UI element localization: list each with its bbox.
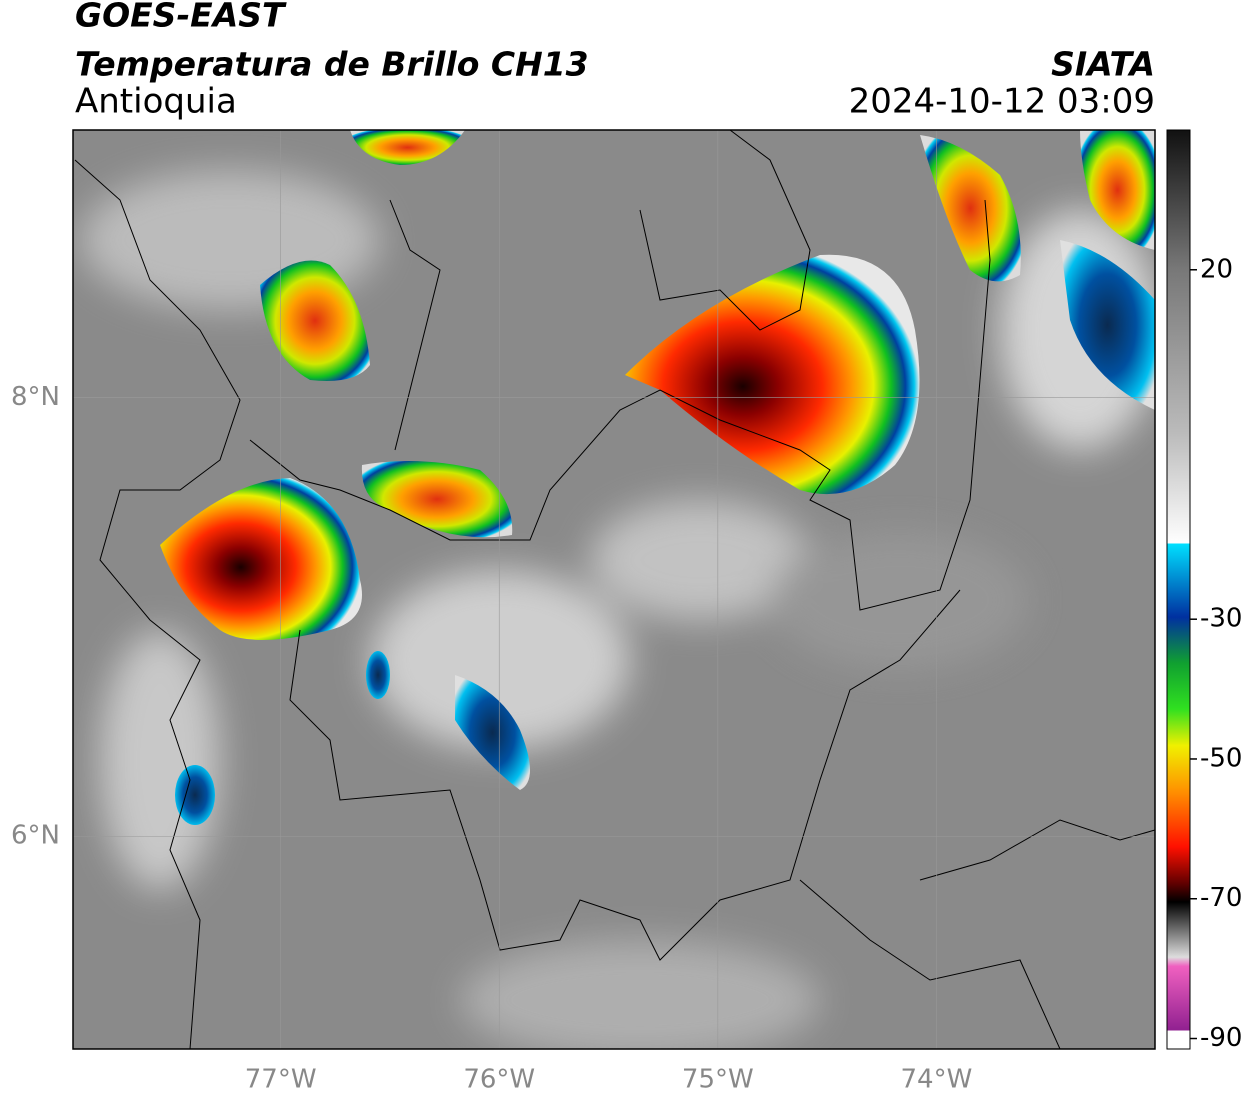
colorbar-tick-label: -90 bbox=[1200, 1023, 1242, 1053]
y-tick-label: 8°N bbox=[11, 382, 60, 412]
map-image bbox=[73, 130, 1155, 1049]
title: GOES-EAST bbox=[75, 0, 287, 35]
x-tick-label: 74°W bbox=[901, 1065, 973, 1095]
map-frame bbox=[72, 129, 1156, 1050]
x-tick-label: 75°W bbox=[682, 1065, 754, 1095]
x-tick-label: 76°W bbox=[463, 1065, 535, 1095]
colorbar-tick-label: -50 bbox=[1200, 743, 1242, 773]
x-tick-label: 77°W bbox=[245, 1065, 317, 1095]
subtitle: Temperatura de Brillo CH13 bbox=[75, 45, 589, 84]
y-tick-label: 6°N bbox=[11, 821, 60, 851]
source: SIATA bbox=[1051, 45, 1155, 84]
region: Antioquia bbox=[75, 82, 237, 122]
colorbar bbox=[1166, 129, 1191, 1050]
datetime: 2024-10-12 03:09 bbox=[849, 82, 1155, 122]
colorbar-tick-label: 20 bbox=[1200, 254, 1233, 284]
colorbar-tick-label: -70 bbox=[1200, 883, 1242, 913]
colorbar-tick-label: -30 bbox=[1200, 604, 1242, 634]
